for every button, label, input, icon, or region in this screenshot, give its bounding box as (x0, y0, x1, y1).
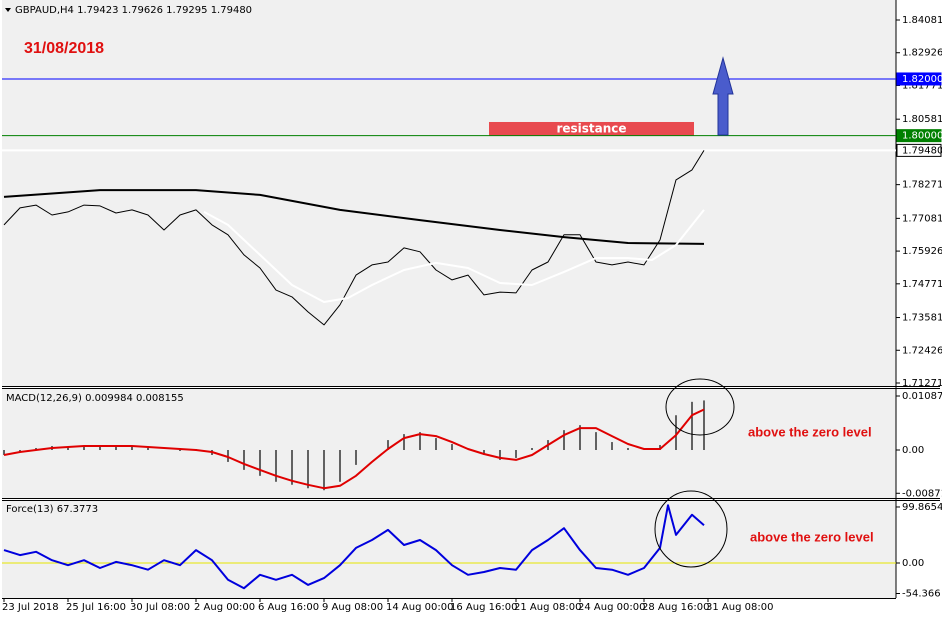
date-label: 31/08/2018 (24, 40, 104, 57)
macd-title: MACD(12,26,9) 0.009984 0.008155 (6, 393, 184, 404)
series-line (203, 209, 705, 303)
y-tick-label: 1.78271 (902, 180, 942, 191)
plot-layer: 1.84081 1.82926 1.81771 1.80581 1.78271 1.770… (2, 15, 942, 613)
y-tick-label: 1.73581 (902, 313, 942, 324)
series-line (3, 150, 705, 326)
y-tick-label: -0.008715 (902, 488, 942, 499)
y-tick-label: 1.82926 (902, 48, 942, 59)
x-tick-label: 31 Aug 08:00 (706, 602, 773, 613)
y-tick-label: 1.74771 (902, 279, 942, 290)
price-box-label: 1.80000 (902, 131, 942, 142)
annotation: above the zero level (748, 424, 872, 439)
force-panel (2, 500, 896, 598)
x-tick-label: 9 Aug 08:00 (322, 602, 383, 613)
x-tick-label: 23 Jul 2018 (2, 602, 59, 613)
y-tick-label: 1.81771 (902, 80, 942, 91)
annotation: above the zero level (750, 529, 874, 544)
x-tick-label: 16 Aug 16:00 (450, 602, 517, 613)
y-tick-label: 0.010874 (902, 391, 942, 402)
chart-title: GBPAUD,H4 1.79423 1.79626 1.79295 1.7948… (15, 5, 252, 16)
force-title: Force(13) 67.3773 (6, 504, 98, 515)
x-tick-label: 6 Aug 16:00 (258, 602, 319, 613)
series-line (3, 408, 705, 490)
x-tick-label: 30 Jul 08:00 (130, 602, 190, 613)
price-box-label: 1.79480 (902, 145, 942, 156)
series-line (3, 504, 705, 590)
y-tick-label: 0.00 (902, 558, 924, 569)
highlight-circle (665, 378, 735, 436)
resistance-zone (489, 121, 694, 136)
y-tick-label: 1.80581 (902, 114, 942, 125)
y-tick-label: 1.72426 (902, 345, 942, 356)
up-arrow (712, 56, 734, 136)
main-panel (2, 0, 896, 386)
x-tick-label: 2 Aug 00:00 (194, 602, 255, 613)
x-tick-label: 28 Aug 16:00 (642, 602, 709, 613)
price-box-label: 1.82000 (902, 74, 942, 85)
x-tick-label: 21 Aug 08:00 (514, 602, 581, 613)
y-tick-label: 99.8654 (902, 502, 942, 513)
y-tick-label: 0.00 (902, 445, 924, 456)
y-tick-label: 1.84081 (902, 15, 942, 26)
y-tick-label: -54.366 (902, 588, 941, 599)
macd-panel (2, 388, 896, 498)
x-tick-label: 14 Aug 00:00 (386, 602, 453, 613)
y-tick-label: 1.77081 (902, 213, 942, 224)
price-box (896, 143, 942, 157)
y-tick-label: 1.75926 (902, 246, 942, 257)
price-box (896, 129, 942, 143)
x-tick-label: 25 Jul 16:00 (66, 602, 126, 613)
series-line (3, 189, 705, 245)
price-box (896, 72, 942, 86)
x-tick-label: 24 Aug 00:00 (578, 602, 645, 613)
resistance-label: resistance (556, 121, 626, 135)
y-tick-label: 1.71271 (902, 378, 942, 389)
highlight-circle (654, 490, 728, 568)
menu-triangle (5, 8, 11, 12)
